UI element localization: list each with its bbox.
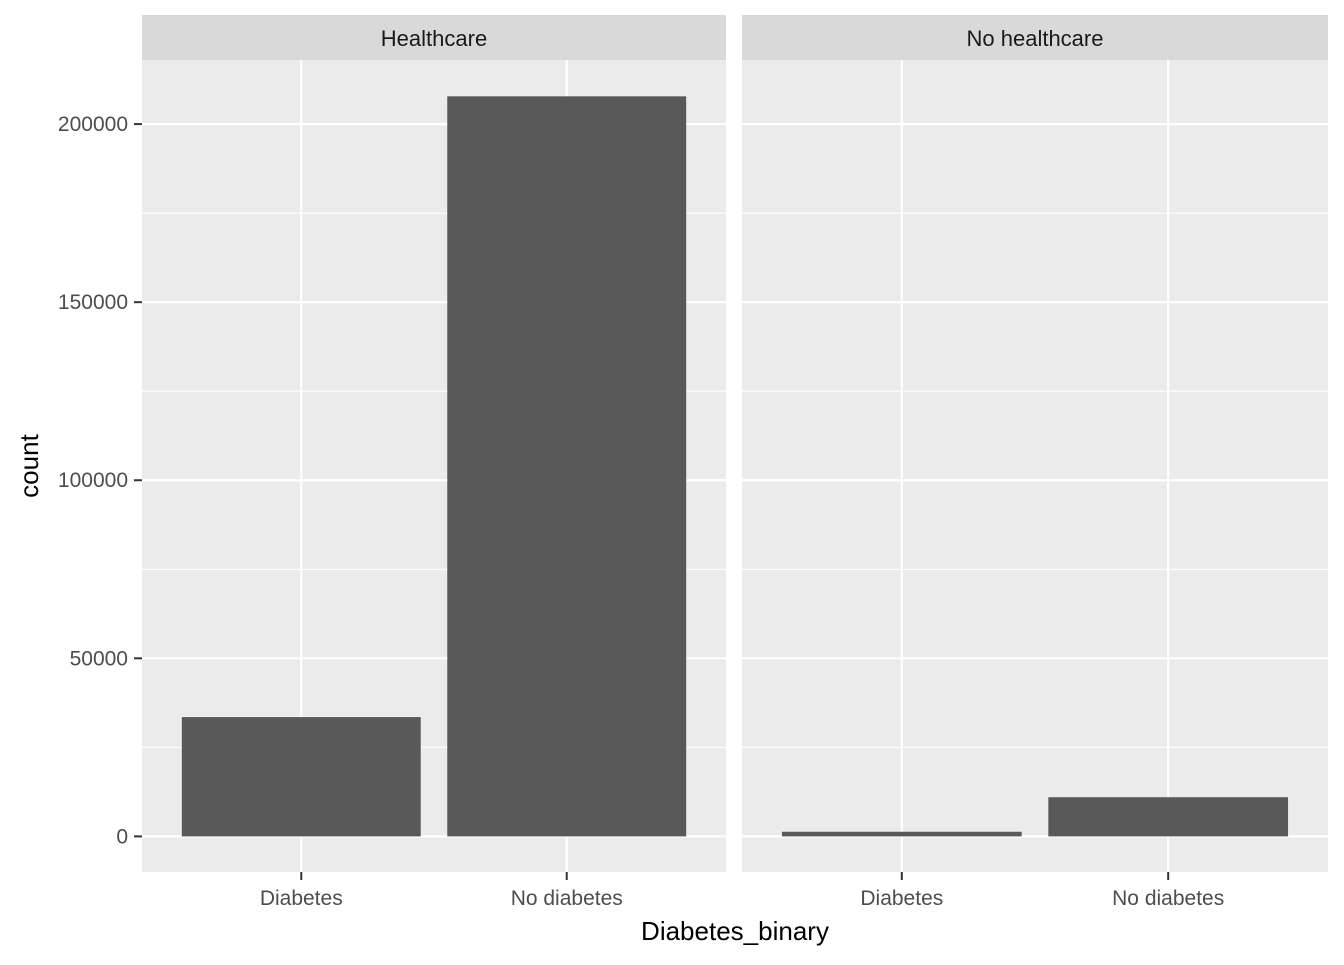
y-tick-label: 50000 (70, 647, 128, 670)
x-tick-label: Diabetes (860, 887, 943, 910)
bar (1048, 797, 1289, 837)
x-tick-label: No diabetes (511, 887, 623, 910)
bar (781, 831, 1022, 837)
y-tick-label: 100000 (58, 469, 128, 492)
facet-strip (142, 15, 726, 60)
y-tick-label: 0 (116, 825, 128, 848)
y-tick-label: 200000 (58, 113, 128, 136)
panel-background (742, 60, 1328, 872)
x-tick-label: Diabetes (260, 887, 343, 910)
x-axis-title: Diabetes_binary (641, 916, 829, 946)
facet-label: Healthcare (381, 26, 487, 51)
facet-strip (742, 15, 1328, 60)
facet-label: No healthcare (967, 26, 1104, 51)
x-tick-label: No diabetes (1112, 887, 1224, 910)
bar (181, 717, 421, 837)
y-axis-title: count (14, 433, 44, 497)
bar (447, 96, 687, 837)
y-tick-label: 150000 (58, 291, 128, 314)
